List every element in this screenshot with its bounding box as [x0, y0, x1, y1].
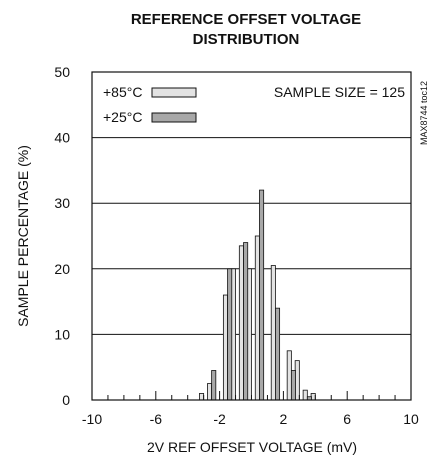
- y-tick-label: 10: [54, 326, 70, 342]
- bar-25c: [211, 370, 217, 401]
- y-tick-label: 30: [54, 195, 70, 211]
- y-ticks: 0 10 20 30 40 50: [54, 64, 70, 408]
- x-tick-label: -6: [150, 411, 163, 427]
- bar-85c: [270, 265, 276, 401]
- legend-label-85c: +85°C: [103, 84, 142, 100]
- bar-25c: [227, 268, 233, 401]
- legend: +85°C +25°C: [103, 84, 197, 125]
- x-tick-label: 2: [280, 411, 288, 427]
- bar-25c: [290, 370, 296, 401]
- bar-85c: [207, 383, 213, 401]
- figure-id-label: MAX8744 toc12: [419, 81, 429, 145]
- bar-85c: [199, 393, 205, 401]
- bar-85c: [222, 294, 228, 401]
- x-tick-label: -10: [82, 411, 102, 427]
- bars: [199, 189, 316, 401]
- x-axis-label: 2V REF OFFSET VOLTAGE (mV): [147, 439, 357, 455]
- bar-85c: [254, 235, 260, 401]
- y-tick-label: 0: [62, 392, 70, 408]
- x-tick-label: -2: [213, 411, 226, 427]
- bar-85c: [302, 389, 308, 401]
- bar-85c: [238, 245, 244, 401]
- legend-swatch-25c: [151, 112, 197, 123]
- x-tick-label: 10: [403, 411, 419, 427]
- chart-title-line-1: REFERENCE OFFSET VOLTAGE: [131, 11, 361, 28]
- y-tick-label: 20: [54, 261, 70, 277]
- bar-25c: [243, 242, 249, 401]
- x-ticks: -10 -6 -2 2 6 10: [82, 391, 419, 427]
- legend-label-25c: +25°C: [103, 109, 142, 125]
- bar-25c: [259, 189, 265, 401]
- y-tick-label: 40: [54, 130, 70, 146]
- y-axis-label: SAMPLE PERCENTAGE (%): [15, 145, 31, 327]
- sample-size-annotation: SAMPLE SIZE = 125: [274, 84, 405, 100]
- y-tick-label: 50: [54, 64, 70, 80]
- bar-85c: [286, 350, 292, 401]
- x-tick-label: 6: [343, 411, 351, 427]
- chart-title-line-2: DISTRIBUTION: [193, 31, 300, 48]
- bar-25c: [275, 307, 281, 401]
- legend-swatch-85c: [151, 87, 197, 98]
